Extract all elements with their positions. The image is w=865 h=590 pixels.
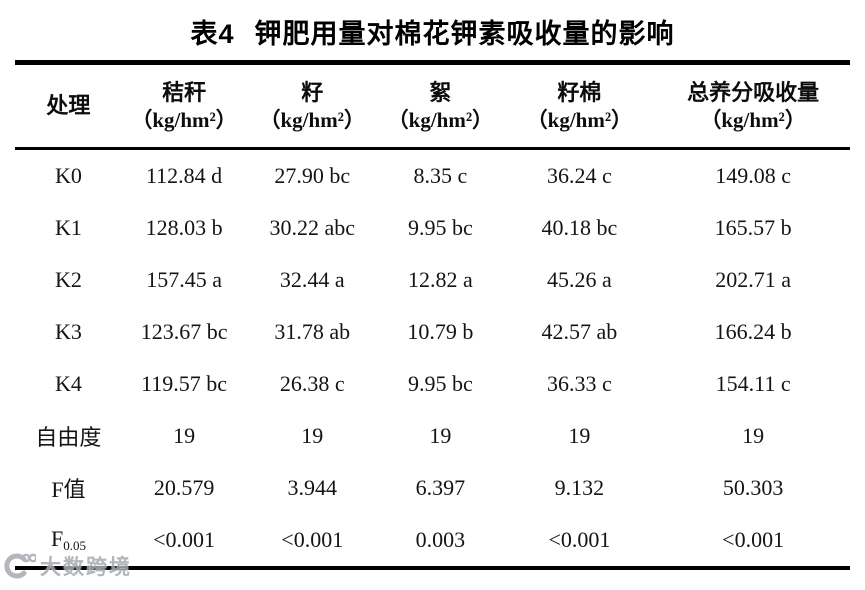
cell-value: 20.579 [153,475,215,500]
cell-value: 42.57 ab [541,319,618,344]
table-title-text: 钾肥用量对棉花钾素吸收量的影响 [254,19,675,49]
table-row-df: 自由度 19 19 19 19 19 [15,410,850,462]
cell-value: <0.001 [548,527,611,552]
table-row-k4: K4 119.57 bc 26.38 c 9.95 bc 36.33 c 154… [15,358,850,410]
cell-value: 19 [742,423,765,448]
cell-value: 157.45 a [146,267,222,292]
cell-value: 40.18 bc [541,215,618,240]
cell-value: 166.24 b [714,319,792,344]
cell-value: 50.303 [722,475,784,500]
table-row-k0: K0 112.84 d 27.90 bc 8.35 c 36.24 c 149.… [15,149,850,203]
header-unit: （kg/hm²） [131,107,237,132]
table-row-fvalue: F值 20.579 3.944 6.397 9.132 50.303 [15,462,850,514]
row-label: F0.05 [15,514,122,568]
header-label: 籽棉 [557,80,602,106]
header-label: 籽 [301,80,324,106]
cell-value: 0.003 [415,527,466,552]
cell-value: 9.95 bc [408,215,473,240]
cell-value: 30.22 abc [269,215,355,240]
cell-value: 8.35 c [413,163,468,188]
cell-value: 3.944 [287,475,337,500]
col-header-treatment: 处理 [15,63,122,149]
table-title: 表4 钾肥用量对棉花钾素吸收量的影响 [0,0,865,51]
header-label: 总养分吸收量 [687,80,820,106]
data-table: 处理 秸秆 （kg/hm²） 籽 （kg/hm²） 絮 （kg/hm²） 籽棉 … [15,60,850,570]
row-label: K3 [54,319,82,344]
table-row-f005: F0.05 <0.001 <0.001 0.003 <0.001 <0.001 [15,514,850,568]
col-header-seedcotton: 籽棉 （kg/hm²） [503,63,657,149]
cell-value: 112.84 d [145,163,223,188]
cell-value: 36.33 c [547,371,612,396]
row-label: 自由度 [35,425,102,450]
row-label: K0 [54,163,82,188]
cell-value: 26.38 c [279,371,345,396]
cell-value: 202.71 a [715,267,791,292]
cell-value: 36.24 c [547,163,612,188]
cell-value: 19 [429,423,452,448]
row-label: F值 [51,477,86,502]
row-label: K4 [54,371,82,396]
cell-value: 10.79 b [407,319,474,344]
table-row-k2: K2 157.45 a 32.44 a 12.82 a 45.26 a 202.… [15,254,850,306]
cell-value: 31.78 ab [274,319,351,344]
col-header-total-uptake: 总养分吸收量 （kg/hm²） [656,63,850,149]
cell-value: 9.132 [554,475,605,500]
col-header-seed: 籽 （kg/hm²） [246,63,378,149]
cell-value: 12.82 a [408,267,473,292]
header-row: 处理 秸秆 （kg/hm²） 籽 （kg/hm²） 絮 （kg/hm²） 籽棉 … [15,63,850,149]
cell-value: 27.90 bc [274,163,351,188]
cell-value: 165.57 b [714,215,792,240]
cell-value: 32.44 a [279,267,345,292]
header-unit: （kg/hm²） [700,107,806,132]
table-row-k1: K1 128.03 b 30.22 abc 9.95 bc 40.18 bc 1… [15,202,850,254]
row-label: K1 [54,215,82,240]
cell-value: 154.11 c [715,371,791,396]
cell-value: 19 [173,423,196,448]
header-unit: （kg/hm²） [259,107,365,132]
cell-value: <0.001 [281,527,344,552]
cell-value: 149.08 c [715,163,791,188]
row-label: K2 [54,267,82,292]
header-unit: （kg/hm²） [526,107,633,132]
cell-value: 19 [301,423,324,448]
col-header-lint: 絮 （kg/hm²） [378,63,502,149]
cell-value: 19 [568,423,591,448]
cell-value: 9.95 bc [408,371,473,396]
header-unit: （kg/hm²） [387,107,494,132]
cell-value: 45.26 a [547,267,612,292]
f-label-subscript: 0.05 [63,538,86,553]
cell-value: 128.03 b [145,215,223,240]
table-row-k3: K3 123.67 bc 31.78 ab 10.79 b 42.57 ab 1… [15,306,850,358]
cell-value: <0.001 [153,527,216,552]
cell-value: 6.397 [415,475,466,500]
table-number: 表4 [190,19,235,49]
header-label: 处理 [46,93,91,119]
col-header-straw: 秸秆 （kg/hm²） [122,63,246,149]
f-label-base: F [50,526,64,551]
cell-value: 119.57 bc [141,371,228,396]
cell-value: 123.67 bc [140,319,228,344]
header-label: 秸秆 [162,80,207,106]
header-label: 絮 [429,80,452,106]
cell-value: <0.001 [722,527,785,552]
